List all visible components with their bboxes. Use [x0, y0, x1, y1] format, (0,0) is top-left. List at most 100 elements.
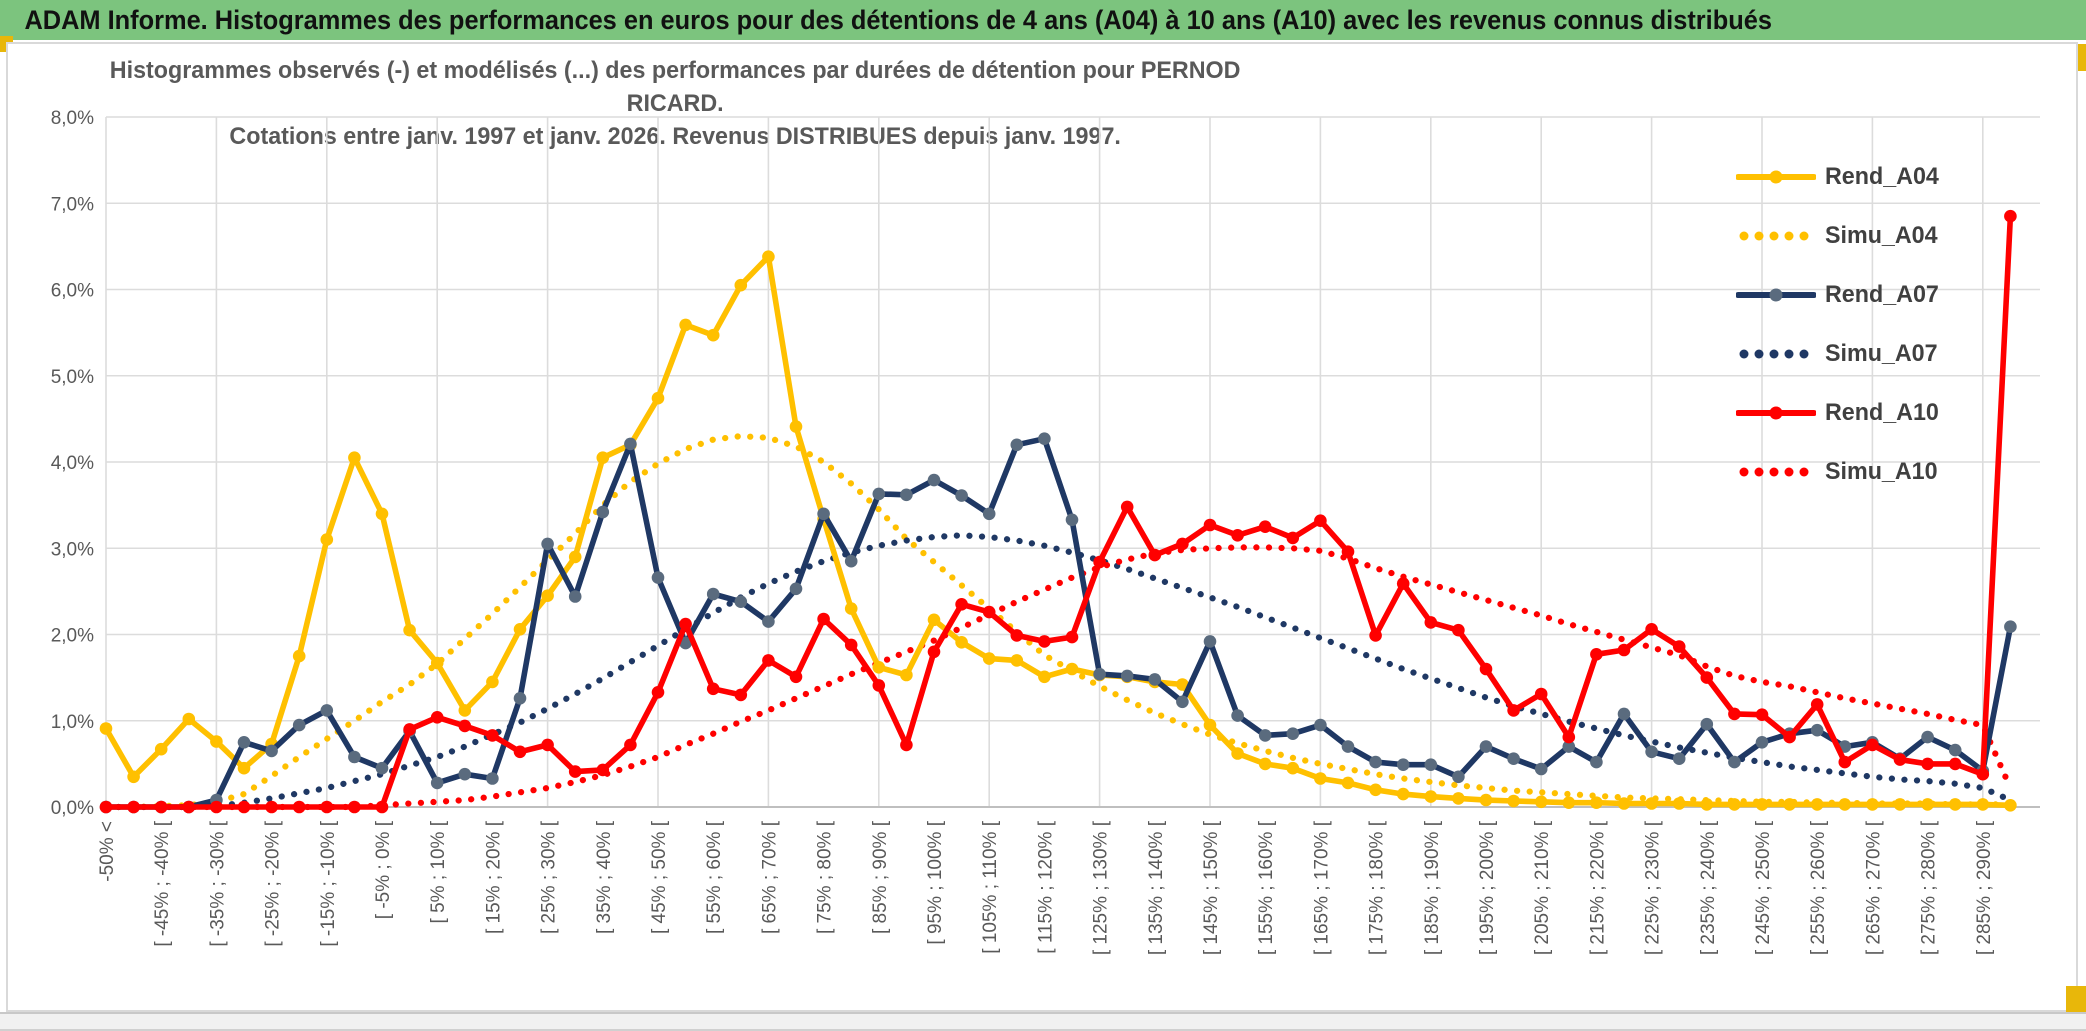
data-point	[1286, 761, 1300, 775]
x-tick-label: [ 225% ; 230% [	[1643, 820, 1664, 955]
data-point	[982, 507, 996, 521]
data-point	[1203, 518, 1217, 532]
data-point	[513, 692, 527, 705]
legend-item-Rend_A10[interactable]: Rend_A10	[1736, 396, 1942, 430]
data-point	[568, 590, 582, 603]
data-point	[210, 735, 223, 748]
data-point	[1286, 531, 1300, 545]
data-point	[1755, 736, 1769, 749]
legend-item-Rend_A04[interactable]: Rend_A04	[1736, 160, 1942, 194]
data-point	[127, 770, 140, 784]
x-tick-label: -50% <	[97, 821, 118, 882]
data-point	[844, 602, 858, 615]
data-point	[1921, 730, 1934, 744]
legend-item-Rend_A07[interactable]: Rend_A07	[1736, 278, 1942, 312]
data-point	[844, 638, 858, 652]
data-point	[1369, 783, 1382, 797]
data-point	[1755, 798, 1769, 811]
data-point	[927, 645, 941, 659]
data-point	[1231, 747, 1244, 760]
window-title-bar: ADAM Informe. Histogrammes des performan…	[0, 0, 2086, 40]
data-point	[1231, 709, 1244, 722]
series-Simu_A04-line	[102, 433, 2014, 811]
chart-plot[interactable]: 0,0% 1,0% 2,0% 3,0% 4,0% 5,0% 6,0% 7,0% 8,0% -50%…	[8, 44, 2076, 1010]
data-point	[99, 800, 113, 814]
x-tick-label: [ 75% ; 80% [	[815, 820, 836, 934]
data-point	[706, 328, 720, 342]
legend-label: Simu_A04	[1825, 222, 1938, 249]
data-point	[1534, 687, 1548, 701]
data-point	[1507, 794, 1520, 808]
chart-title-line2: Cotations entre janv. 1997 et janv. 2026…	[229, 123, 1121, 150]
data-point	[1948, 798, 1962, 811]
data-point	[541, 537, 554, 551]
data-point	[292, 718, 306, 732]
x-tick-label: [ 165% ; 170% [	[1311, 820, 1332, 955]
data-point	[1590, 755, 1603, 769]
data-point	[1893, 753, 1907, 766]
data-point	[1148, 673, 1162, 686]
data-point	[1396, 577, 1410, 590]
legend-swatch-line-marker-icon	[1736, 170, 1816, 184]
data-point	[99, 722, 113, 735]
x-tick-label: [ 135% ; 140% [	[1146, 820, 1167, 955]
chart-legend: Rend_A04 Simu_A04 Rend_A07 Simu_A07 Rend_A10…	[1736, 160, 1942, 514]
x-tick-label: [ 5% ; 10% [	[428, 820, 449, 923]
data-point	[1314, 718, 1327, 732]
legend-item-Simu_A07[interactable]: Simu_A07	[1736, 337, 1942, 371]
data-point	[844, 554, 858, 568]
data-point	[1065, 630, 1079, 644]
data-point	[1314, 772, 1327, 785]
legend-label: Rend_A07	[1825, 281, 1939, 308]
series-Simu_A07	[102, 532, 2014, 811]
data-point	[1562, 740, 1576, 753]
data-point	[1010, 654, 1024, 667]
data-point	[706, 587, 720, 601]
data-point	[900, 668, 913, 682]
x-tick-label: [ 125% ; 130% [	[1091, 820, 1112, 955]
data-point	[486, 772, 499, 785]
y-tick-label: 5,0%	[51, 367, 94, 388]
data-point	[2004, 620, 2017, 633]
x-tick-label: [ -15% ; -10% [	[318, 820, 339, 946]
data-point	[789, 582, 803, 596]
data-point	[1810, 723, 1824, 737]
data-point	[1534, 762, 1548, 776]
legend-item-Simu_A04[interactable]: Simu_A04	[1736, 219, 1942, 253]
data-point	[486, 729, 499, 742]
data-point	[375, 507, 389, 521]
data-point	[789, 670, 803, 684]
data-point	[1507, 752, 1520, 765]
x-tick-label: [ 185% ; 190% [	[1422, 820, 1443, 955]
data-point	[1645, 623, 1658, 636]
data-point	[1424, 790, 1438, 803]
series-Rend_A07	[99, 432, 2017, 814]
y-tick-label: 8,0%	[51, 108, 94, 129]
chart-title-line1: Histogrammes observés (-) et modélisés (…	[109, 57, 1241, 117]
x-tick-label: [ 275% ; 280% [	[1919, 820, 1940, 955]
data-point	[1038, 670, 1051, 684]
data-point	[1176, 537, 1189, 551]
legend-item-Simu_A10[interactable]: Simu_A10	[1736, 455, 1942, 489]
y-tick-label: 3,0%	[51, 539, 94, 560]
data-point	[348, 750, 361, 764]
data-point	[2004, 799, 2017, 812]
data-point	[1176, 695, 1189, 709]
data-point	[1452, 623, 1465, 637]
data-point	[1120, 500, 1134, 514]
data-point	[1617, 707, 1631, 721]
data-point	[734, 278, 748, 292]
data-point	[1314, 514, 1327, 527]
data-point	[375, 800, 389, 814]
data-point	[182, 800, 196, 814]
data-point	[320, 704, 334, 717]
x-tick-label: [ 235% ; 240% [	[1698, 820, 1719, 955]
data-point	[1479, 740, 1493, 753]
data-point	[1672, 640, 1686, 653]
data-point	[1341, 545, 1355, 558]
data-point	[1369, 755, 1382, 769]
data-point	[265, 744, 278, 758]
data-point	[872, 679, 886, 692]
data-point	[1507, 704, 1520, 717]
data-point	[982, 652, 996, 665]
